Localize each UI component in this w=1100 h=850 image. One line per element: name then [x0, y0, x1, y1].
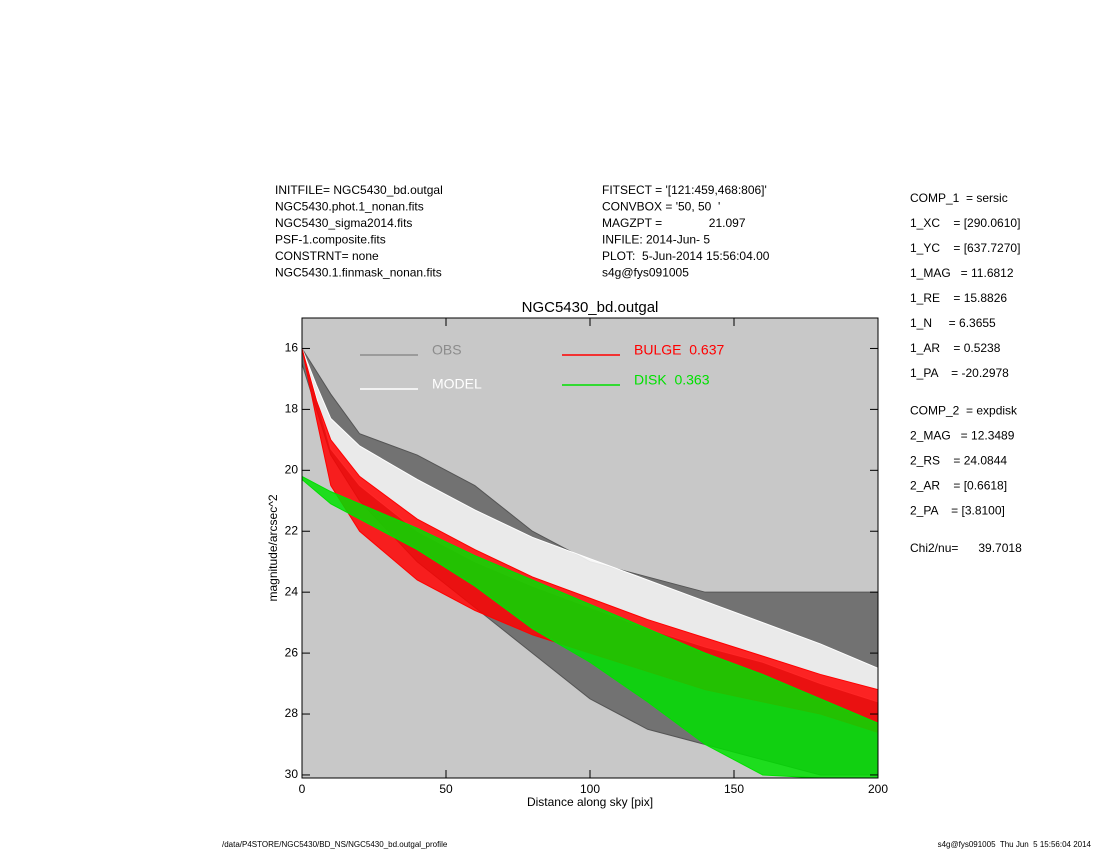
- fit-parameter: 2_RS = 24.0844: [910, 454, 1007, 468]
- fit-parameter: Chi2/nu= 39.7018: [910, 541, 1022, 555]
- fit-parameter: 1_YC = [637.7270]: [910, 241, 1020, 255]
- header-middle-line: MAGZPT = 21.097: [602, 216, 746, 230]
- header-left-line: PSF-1.composite.fits: [275, 233, 386, 247]
- y-tick-label: 28: [285, 706, 299, 720]
- band: [302, 475, 878, 778]
- footer-right: s4g@fys091005 Thu Jun 5 15:56:04 2014: [938, 840, 1092, 849]
- header-middle-line: FITSECT = '[121:459,468:806]': [602, 183, 767, 197]
- legend-label: DISK 0.363: [634, 372, 710, 388]
- legend-label: MODEL: [432, 376, 482, 392]
- header-middle-line: s4g@fys091005: [602, 266, 689, 280]
- y-axis-label: magnitude/arcsec^2: [266, 494, 280, 601]
- footer-left: /data/P4STORE/NGC5430/BD_NS/NGC5430_bd.o…: [222, 840, 448, 849]
- fit-parameter: 1_N = 6.3655: [910, 316, 996, 330]
- fit-parameter: 1_MAG = 11.6812: [910, 266, 1014, 280]
- x-tick-label: 150: [724, 782, 744, 796]
- header-left-line: NGC5430_sigma2014.fits: [275, 216, 412, 230]
- x-tick-label: 200: [868, 782, 888, 796]
- fit-parameter: 2_PA = [3.8100]: [910, 504, 1005, 518]
- fit-parameter: 2_MAG = 12.3489: [910, 429, 1015, 443]
- fit-parameter: 1_AR = 0.5238: [910, 341, 1001, 355]
- x-axis-label: Distance along sky [pix]: [527, 795, 653, 809]
- header-middle-line: PLOT: 5-Jun-2014 15:56:04.00: [602, 249, 770, 263]
- y-tick-label: 20: [285, 462, 299, 476]
- fit-parameter: 1_XC = [290.0610]: [910, 216, 1020, 230]
- fit-parameter: COMP_1 = sersic: [910, 191, 1008, 205]
- y-tick-label: 26: [285, 645, 299, 659]
- y-tick-label: 16: [285, 341, 299, 355]
- plot-area: [302, 347, 878, 778]
- fit-parameter: 2_AR = [0.6618]: [910, 479, 1007, 493]
- chart-title: NGC5430_bd.outgal: [522, 299, 659, 316]
- fit-parameter: 1_PA = -20.2978: [910, 366, 1009, 380]
- fit-parameter: 1_RE = 15.8826: [910, 291, 1007, 305]
- header-middle-line: CONVBOX = '50, 50 ': [602, 200, 720, 214]
- y-tick-label: 18: [285, 402, 299, 416]
- x-tick-label: 100: [580, 782, 600, 796]
- header-left-line: INITFILE= NGC5430_bd.outgal: [275, 183, 443, 197]
- x-tick-label: 0: [299, 782, 306, 796]
- y-tick-label: 24: [285, 584, 299, 598]
- header-left-line: NGC5430.1.finmask_nonan.fits: [275, 266, 442, 280]
- fit-parameter: COMP_2 = expdisk: [910, 404, 1018, 418]
- y-tick-label: 30: [285, 767, 299, 781]
- header-middle-line: INFILE: 2014-Jun- 5: [602, 233, 710, 247]
- legend-label: BULGE 0.637: [634, 342, 724, 358]
- y-tick-label: 22: [285, 523, 299, 537]
- header-left-line: CONSTRNT= none: [275, 249, 379, 263]
- legend-label: OBS: [432, 342, 462, 358]
- x-tick-label: 50: [439, 782, 453, 796]
- header-left-line: NGC5430.phot.1_nonan.fits: [275, 200, 424, 214]
